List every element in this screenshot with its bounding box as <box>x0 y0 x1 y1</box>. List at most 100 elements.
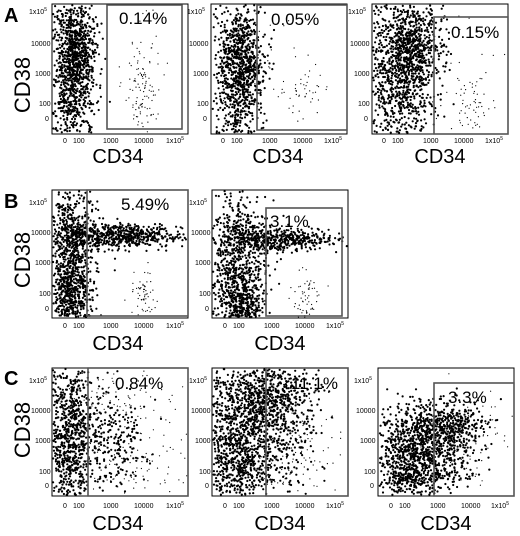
event-dot <box>424 18 427 22</box>
y-tick-label: 0 <box>364 116 368 123</box>
event-dot <box>89 280 92 283</box>
event-dot <box>413 10 416 13</box>
event-dot <box>423 83 426 87</box>
event-dot <box>381 87 384 90</box>
event-dot <box>62 195 65 199</box>
event-dot <box>428 36 431 39</box>
event-dot <box>221 85 224 88</box>
event-dot <box>419 85 422 88</box>
event-dot <box>436 49 439 52</box>
event-dot <box>137 116 139 118</box>
event-dot <box>62 88 65 91</box>
event-dot <box>233 48 236 51</box>
event-dot <box>90 74 93 77</box>
event-dot <box>241 92 244 95</box>
event-dot <box>239 65 242 68</box>
event-dot <box>389 79 392 83</box>
event-dot <box>434 21 438 24</box>
event-dot <box>376 69 379 72</box>
event-dot <box>397 121 400 124</box>
event-dot <box>110 243 113 246</box>
event-dot <box>65 111 68 114</box>
y-tick-label: 100 <box>39 101 51 108</box>
event-dot <box>68 197 71 200</box>
event-dot <box>96 262 99 265</box>
event-dot <box>400 117 403 120</box>
event-dot <box>135 109 137 111</box>
event-dot <box>87 29 90 32</box>
event-dot <box>424 78 428 81</box>
event-dot <box>181 245 184 248</box>
event-dot <box>483 93 485 95</box>
event-dot <box>413 24 416 27</box>
event-dot <box>427 49 430 52</box>
event-dot <box>239 24 242 27</box>
event-dot <box>91 244 94 247</box>
event-dot <box>390 86 393 89</box>
event-dot <box>270 37 273 40</box>
event-dot <box>247 79 250 82</box>
event-dot <box>380 122 383 125</box>
event-dot <box>428 60 431 63</box>
event-dot <box>298 94 300 96</box>
event-dot <box>389 131 392 134</box>
x-tick-label: 100 <box>231 138 243 145</box>
event-dot <box>75 56 78 59</box>
event-dot <box>54 33 57 36</box>
event-dot <box>378 39 381 42</box>
event-dot <box>440 45 443 49</box>
event-dot <box>214 15 217 18</box>
event-dot <box>71 41 74 44</box>
event-dot <box>77 284 80 287</box>
event-dot <box>87 63 90 66</box>
event-dot <box>423 109 426 112</box>
event-dot <box>63 252 67 255</box>
event-dot <box>91 70 94 73</box>
event-dot <box>249 91 252 94</box>
event-dot <box>68 239 71 242</box>
event-dot <box>78 190 81 193</box>
event-dot <box>68 126 71 129</box>
event-dot <box>131 41 133 43</box>
x-tick-label: 1000 <box>103 138 119 145</box>
event-dot <box>229 103 232 106</box>
event-dot <box>292 105 294 107</box>
event-dot <box>422 17 425 20</box>
event-dot <box>77 82 80 85</box>
event-dot <box>238 48 241 51</box>
event-dot <box>425 15 428 18</box>
event-dot <box>136 68 138 70</box>
event-dot <box>390 74 394 77</box>
event-dot <box>97 100 100 103</box>
event-dot <box>91 43 94 46</box>
event-dot <box>96 245 99 248</box>
event-dot <box>54 102 57 105</box>
event-dot <box>82 241 85 244</box>
event-dot <box>91 299 94 302</box>
event-dot <box>476 81 478 83</box>
event-dot <box>388 42 391 46</box>
event-dot <box>67 21 70 24</box>
event-dot <box>398 104 401 107</box>
event-dot <box>377 113 380 116</box>
event-dot <box>227 71 230 74</box>
event-dot <box>74 41 77 44</box>
event-dot <box>74 85 77 88</box>
event-dot <box>417 22 420 25</box>
event-dot <box>62 258 65 261</box>
event-dot <box>120 226 123 229</box>
event-dot <box>410 126 413 129</box>
event-dot <box>445 62 448 65</box>
event-dot <box>66 244 69 247</box>
event-dot <box>392 11 396 14</box>
event-dot <box>71 231 74 234</box>
event-dot <box>379 85 382 88</box>
event-dot <box>82 98 85 101</box>
event-dot <box>101 37 104 40</box>
event-dot <box>179 236 182 239</box>
event-dot <box>64 239 67 242</box>
event-dot <box>386 114 389 117</box>
event-dot <box>417 113 421 116</box>
event-dot <box>60 83 63 87</box>
event-dot <box>395 95 398 98</box>
